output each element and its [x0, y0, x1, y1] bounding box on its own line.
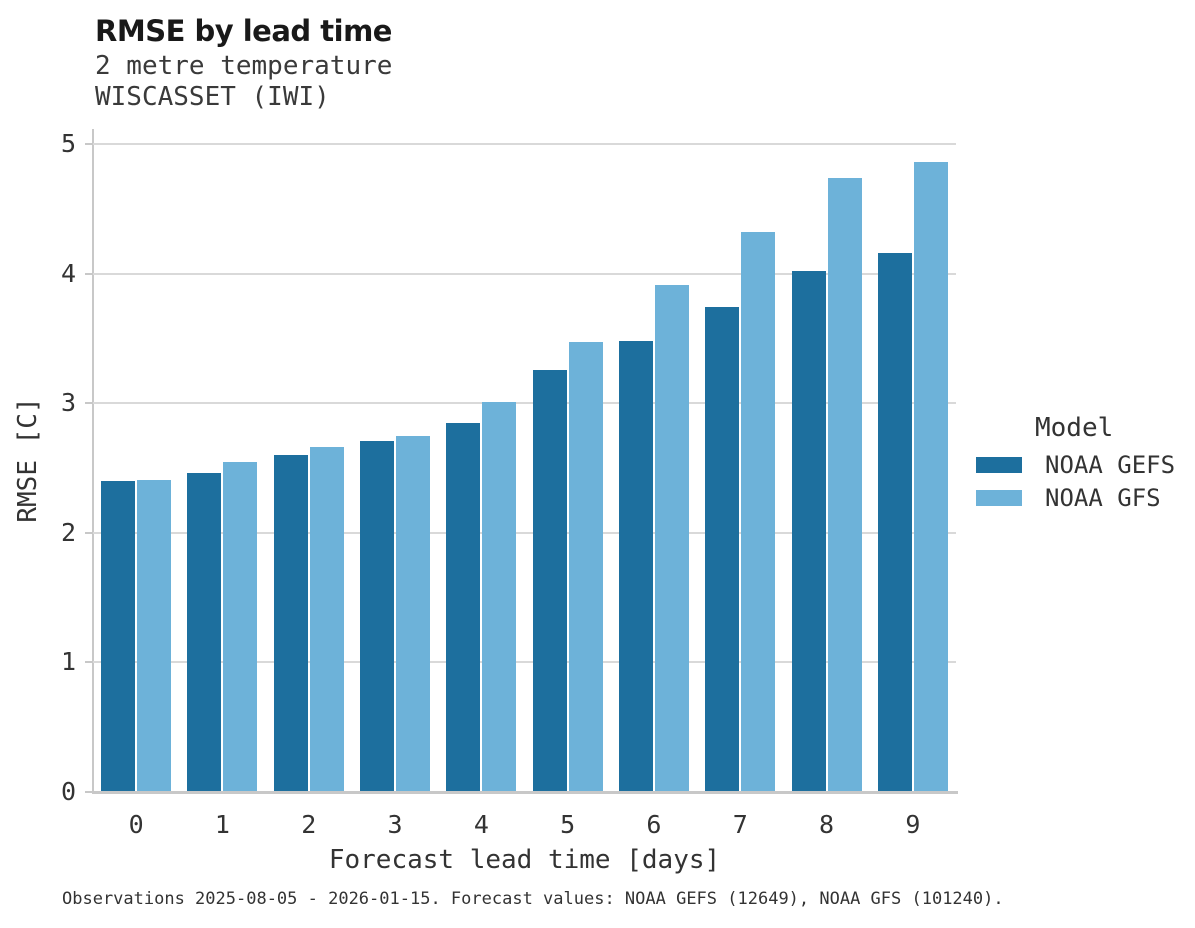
- chart-subtitle-variable: 2 metre temperature: [95, 51, 393, 81]
- gridline-y-1: [93, 661, 956, 664]
- legend-title: Model: [1035, 413, 1114, 443]
- y-tick-label-5: 5: [60, 129, 76, 158]
- bar-noaa-gefs-day-9: [877, 252, 912, 792]
- bar-noaa-gefs-day-0: [101, 480, 136, 792]
- gridline-y-4: [93, 272, 956, 275]
- y-tick-label-4: 4: [60, 258, 76, 288]
- y-tick-label-1: 1: [60, 647, 76, 677]
- x-axis-line: [92, 791, 958, 794]
- chart-title: RMSE by lead time: [95, 14, 392, 48]
- gridline-y-2: [93, 531, 956, 534]
- x-tick-label-7: 7: [732, 810, 748, 839]
- bar-noaa-gfs-day-4: [482, 401, 517, 792]
- chart-subtitle-station: WISCASSET (IWI): [95, 82, 330, 112]
- bar-noaa-gefs-day-2: [273, 455, 308, 792]
- bar-noaa-gfs-day-8: [827, 177, 862, 792]
- bar-noaa-gfs-day-2: [309, 447, 344, 792]
- plot-area: [93, 129, 956, 792]
- bar-noaa-gfs-day-6: [654, 285, 689, 792]
- bar-noaa-gfs-day-9: [913, 162, 948, 792]
- y-tick-label-0: 0: [60, 777, 76, 806]
- y-axis-line: [92, 129, 94, 793]
- chart-caption: Observations 2025-08-05 - 2026-01-15. Fo…: [62, 889, 1004, 909]
- y-tick-label-3: 3: [60, 388, 76, 418]
- x-tick-label-2: 2: [301, 810, 317, 839]
- bar-noaa-gfs-day-1: [223, 461, 258, 792]
- y-tick-mark-4: [85, 272, 92, 275]
- legend-label-noaa-gfs: NOAA GFS: [1045, 484, 1161, 512]
- y-axis-title: RMSE [C]: [13, 397, 43, 523]
- bar-noaa-gefs-day-1: [187, 473, 222, 792]
- x-tick-label-3: 3: [387, 810, 403, 839]
- bar-noaa-gefs-day-5: [532, 369, 567, 792]
- legend-swatch-noaa-gfs: [976, 490, 1022, 506]
- x-tick-label-0: 0: [128, 810, 144, 839]
- x-tick-label-6: 6: [646, 810, 662, 839]
- x-tick-label-1: 1: [214, 810, 230, 839]
- bar-noaa-gefs-day-4: [446, 422, 481, 792]
- y-tick-mark-3: [85, 402, 92, 405]
- gridline-y-5: [93, 143, 956, 145]
- y-tick-mark-2: [85, 531, 92, 534]
- bar-noaa-gfs-day-3: [396, 435, 431, 792]
- y-tick-label-2: 2: [60, 517, 76, 547]
- bar-noaa-gefs-day-8: [791, 271, 826, 792]
- legend-label-noaa-gefs: NOAA GEFS: [1045, 451, 1176, 479]
- bar-noaa-gefs-day-6: [618, 341, 653, 792]
- x-tick-label-8: 8: [819, 810, 835, 839]
- x-tick-label-9: 9: [905, 810, 921, 839]
- bar-noaa-gefs-day-3: [360, 440, 395, 792]
- bar-noaa-gfs-day-5: [568, 342, 603, 792]
- bar-noaa-gefs-day-7: [705, 307, 740, 792]
- x-tick-label-4: 4: [473, 810, 489, 839]
- gridline-y-3: [93, 402, 956, 405]
- x-tick-label-5: 5: [560, 810, 576, 839]
- y-tick-mark-5: [85, 143, 92, 145]
- y-tick-mark-0: [85, 791, 92, 793]
- bar-noaa-gfs-day-7: [741, 232, 776, 792]
- y-tick-mark-1: [85, 661, 92, 664]
- legend-swatch-noaa-gefs: [976, 457, 1022, 473]
- bar-noaa-gfs-day-0: [137, 479, 172, 792]
- x-axis-title: Forecast lead time [days]: [328, 845, 721, 875]
